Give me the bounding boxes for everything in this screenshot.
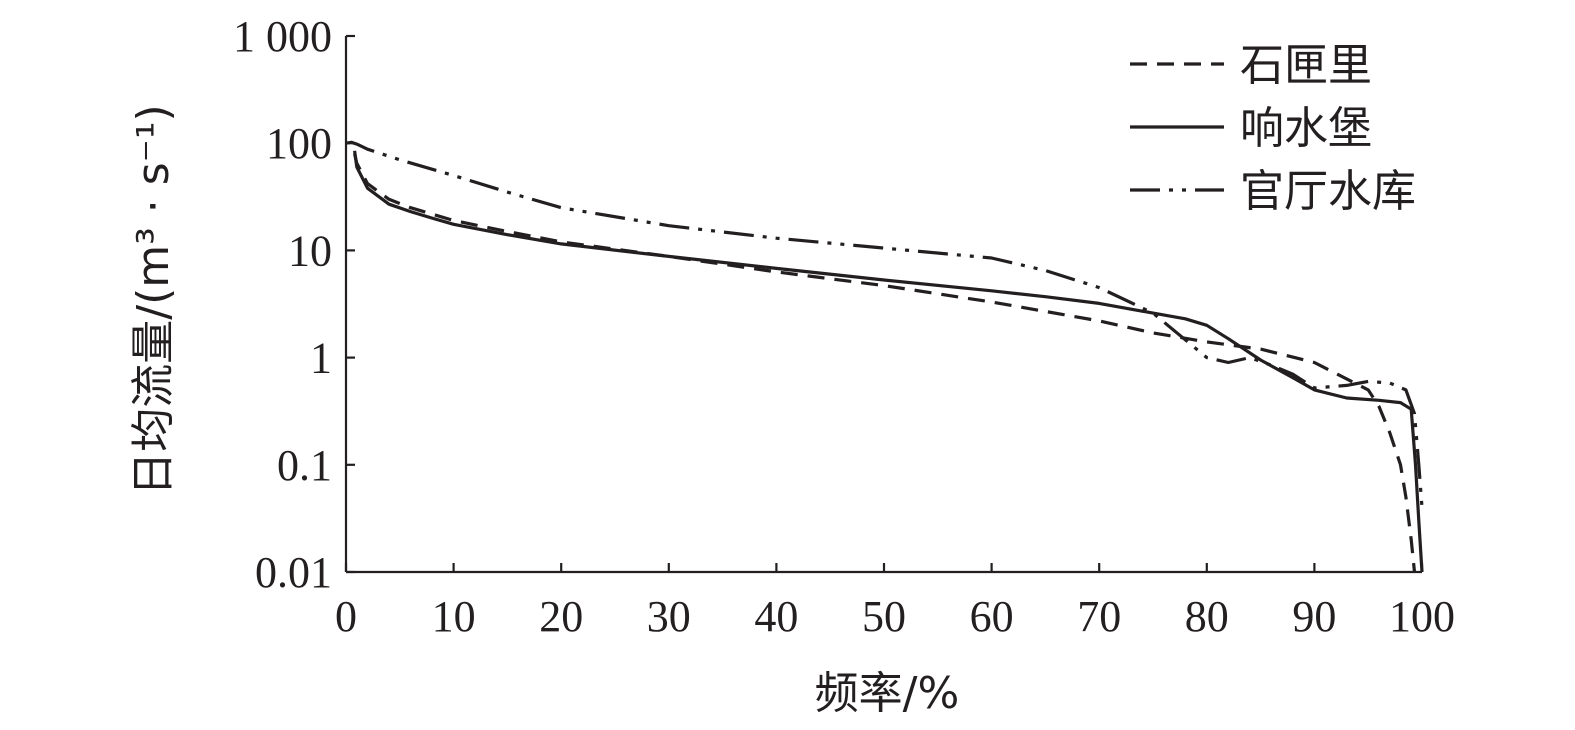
x-tick-label: 50 <box>862 592 906 641</box>
x-tick-label: 60 <box>970 592 1014 641</box>
series-line-2 <box>345 140 1424 508</box>
legend: 石匣里 响水堡 官厅水库 <box>1130 40 1416 217</box>
legend-label-xiangshuipu: 响水堡 <box>1240 103 1372 154</box>
x-tick-label: 10 <box>432 592 476 641</box>
x-tick-label: 70 <box>1077 592 1121 641</box>
x-tick-label: 40 <box>754 592 798 641</box>
series-line-1 <box>353 150 1424 573</box>
x-tick-label: 20 <box>539 592 583 641</box>
y-tick-label: 1 000 <box>233 12 332 61</box>
legend-label-shixiali: 石匣里 <box>1240 40 1372 91</box>
plot-area <box>345 140 1424 573</box>
x-axis: 0 10 20 30 40 50 60 70 80 90 100 <box>335 563 1455 641</box>
y-tick-label: 1 <box>310 334 332 383</box>
series-line-0 <box>353 153 1417 573</box>
x-tick-label: 100 <box>1389 592 1455 641</box>
y-axis: 0.01 0.1 1 10 100 1 000 <box>233 12 355 597</box>
y-tick-label: 100 <box>266 119 332 168</box>
x-tick-label: 30 <box>647 592 691 641</box>
x-tick-label: 0 <box>335 592 357 641</box>
y-tick-label: 10 <box>288 226 332 275</box>
y-tick-label: 0.1 <box>277 441 332 490</box>
y-tick-label: 0.01 <box>255 548 332 597</box>
x-axis-title: 频率/% <box>815 668 960 719</box>
legend-label-guanting-reservoir: 官厅水库 <box>1240 166 1416 217</box>
x-tick-label: 80 <box>1185 592 1229 641</box>
y-axis-title: 日均流量/(m³ · s⁻¹) <box>128 104 179 495</box>
x-tick-label: 90 <box>1292 592 1336 641</box>
